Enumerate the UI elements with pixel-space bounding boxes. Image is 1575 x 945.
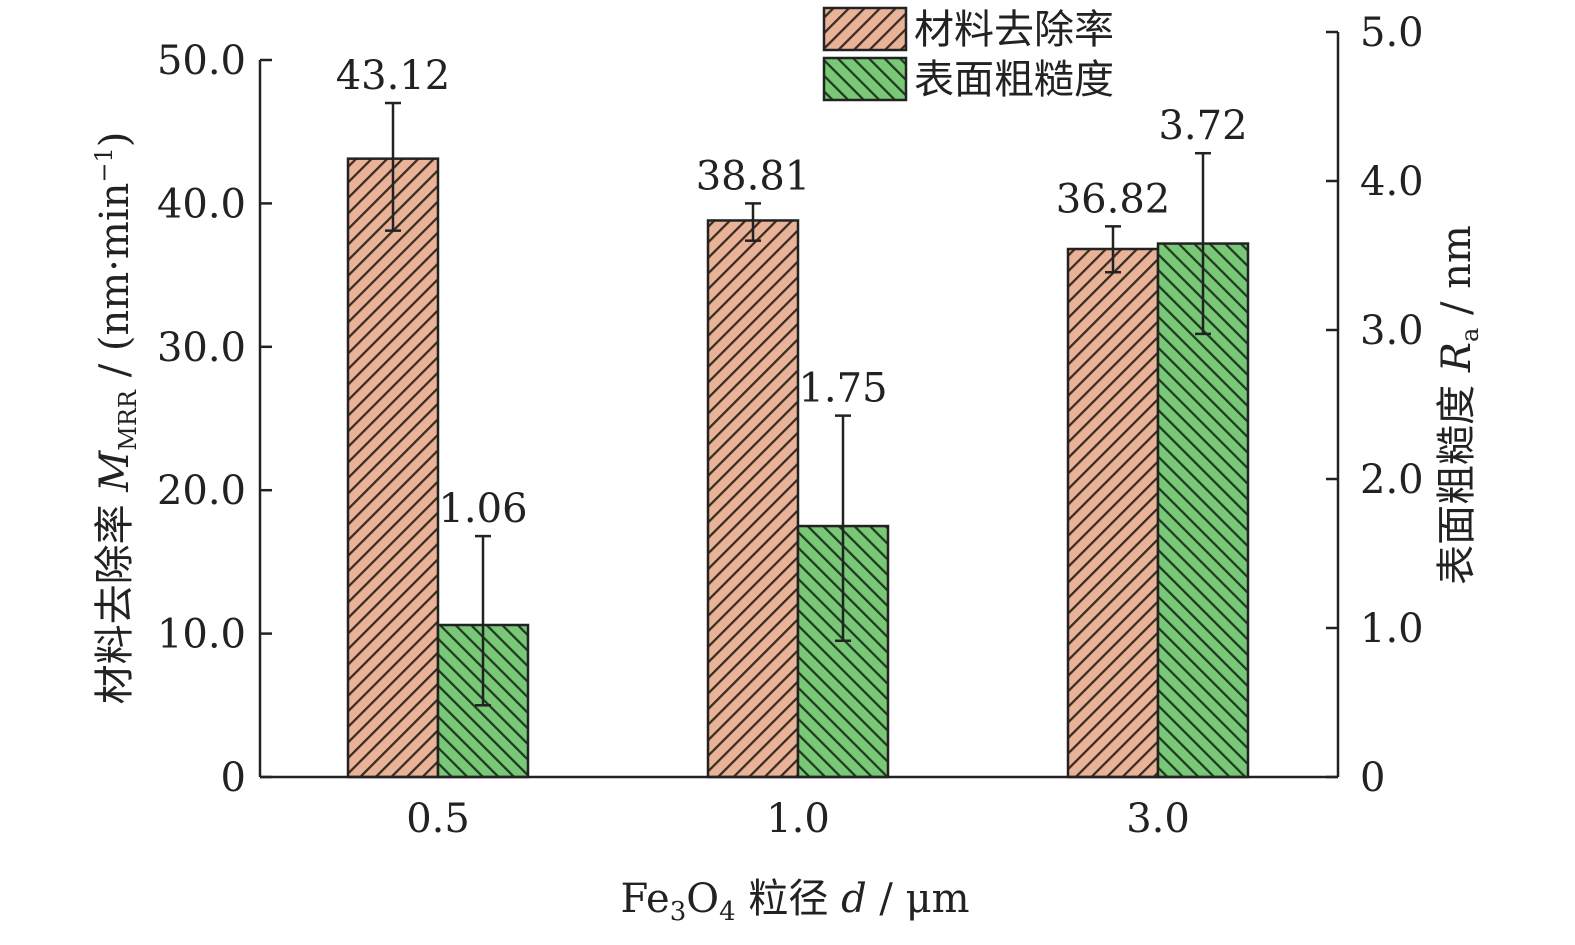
y-left-tick-label: 30.0 — [157, 325, 246, 371]
y-right-tick-label: 0 — [1360, 755, 1385, 801]
legend-swatch-mrr — [822, 6, 908, 52]
y-right-tick-label: 5.0 — [1360, 10, 1424, 56]
legend-swatch-ra — [822, 56, 908, 102]
y-right-axis-title: 表面粗糙度 Ra / nm — [1434, 225, 1484, 585]
legend-label: 材料去除率 — [914, 7, 1114, 53]
bar-mrr-0 — [346, 157, 440, 779]
y-left-axis-title: 材料去除率 MMRR / (nm·min−1) — [90, 132, 142, 705]
data-label: 38.81 — [696, 153, 811, 199]
legend-label: 表面粗糙度 — [914, 57, 1114, 103]
y-left-tick-label: 0 — [221, 755, 246, 801]
data-label: 43.12 — [336, 53, 451, 99]
y-right-tick-label: 1.0 — [1360, 606, 1424, 652]
data-label: 1.06 — [438, 486, 527, 532]
x-tick-label: 1.0 — [766, 796, 830, 842]
data-label: 36.82 — [1056, 176, 1171, 222]
data-label: 1.75 — [798, 366, 887, 412]
y-right-tick-label: 2.0 — [1360, 457, 1424, 503]
y-right-tick-label: 4.0 — [1360, 159, 1424, 205]
y-left-tick-label: 40.0 — [157, 181, 246, 227]
y-right-tick-label: 3.0 — [1360, 308, 1424, 354]
y-left-tick-label: 50.0 — [157, 38, 246, 84]
y-left-tick-label: 10.0 — [157, 612, 246, 658]
x-axis-title: Fe3O4 粒径 d / μm — [620, 876, 969, 927]
x-tick-label: 3.0 — [1126, 796, 1190, 842]
y-left-tick-label: 20.0 — [157, 468, 246, 514]
data-label: 3.72 — [1158, 103, 1247, 149]
bar-mrr-2 — [1066, 247, 1160, 779]
x-tick-label: 0.5 — [406, 796, 470, 842]
bar-mrr-1 — [706, 219, 800, 779]
